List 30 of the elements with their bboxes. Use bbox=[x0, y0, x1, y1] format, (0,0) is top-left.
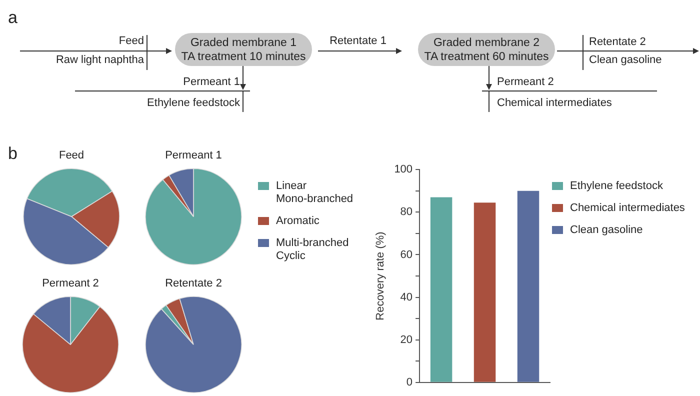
text: b bbox=[8, 144, 18, 163]
rounded-box: Graded membrane 1 TA treatment 10 minutes bbox=[175, 33, 312, 66]
legend-label: Ethylene feedstock bbox=[570, 180, 663, 193]
y-tick-label: 60 bbox=[400, 248, 413, 261]
rounded-box: Graded membrane 2 TA treatment 60 minutes bbox=[418, 33, 555, 66]
y-tick-label: 0 bbox=[406, 376, 413, 388]
chart-title: Permeant 1 bbox=[165, 150, 222, 162]
text: Retentate 1 bbox=[330, 35, 386, 47]
text: Feed bbox=[118, 35, 144, 48]
y-axis-title: Recovery rate (%) bbox=[374, 232, 387, 320]
y-tick-label: 40 bbox=[400, 291, 413, 304]
legend-label: Aromatic bbox=[276, 215, 320, 227]
text: Ethylene feedstock bbox=[147, 97, 240, 110]
chart-title: Permeant 2 bbox=[42, 278, 99, 290]
y-tick-label: 100 bbox=[394, 164, 413, 176]
text: Permeant 2 bbox=[497, 76, 554, 89]
legend-label: Clean gasoline bbox=[570, 224, 643, 237]
legend-label: Chemical intermediates bbox=[570, 202, 685, 215]
text: Clean gasoline bbox=[589, 54, 662, 67]
chart-title: Retentate 2 bbox=[165, 278, 222, 290]
text: Permeant 1 bbox=[183, 76, 240, 89]
legend-label: Linear Mono-branched bbox=[276, 180, 354, 205]
text: a bbox=[8, 8, 18, 27]
text: Chemical intermediates bbox=[497, 97, 612, 110]
chart-title: Feed bbox=[58, 150, 84, 162]
y-tick-label: 20 bbox=[400, 334, 413, 346]
legend-label: Multi-branched Cyclic bbox=[276, 237, 349, 262]
text: Raw light naphtha bbox=[56, 54, 144, 67]
text: Retentate 2 bbox=[589, 36, 646, 49]
y-tick-label: 80 bbox=[400, 206, 413, 218]
